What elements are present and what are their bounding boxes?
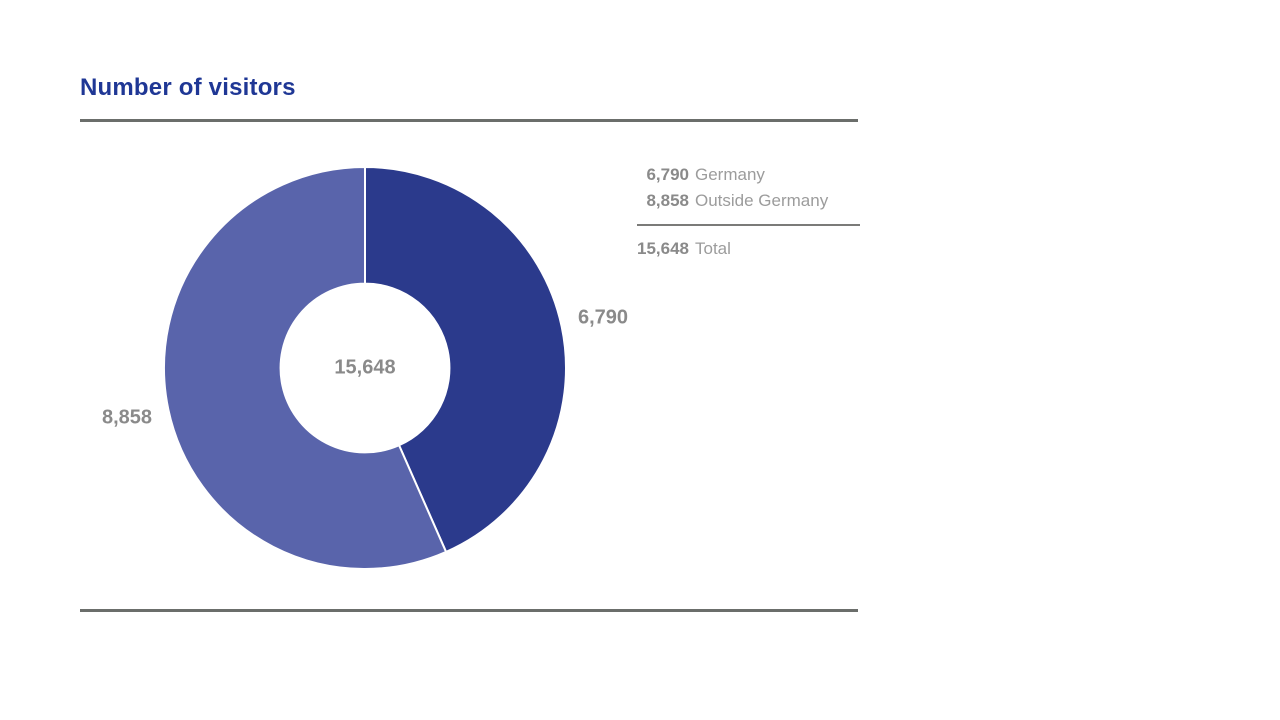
slice-value-label-outside-germany: 8,858 — [101, 406, 153, 429]
page-title: Number of visitors — [80, 74, 296, 101]
donut-center-total: 15,648 — [334, 356, 396, 379]
legend-value-outside-germany: 8,858 — [646, 191, 689, 210]
legend-label-total: Total — [695, 239, 731, 258]
donut-segment-germany — [364, 166, 567, 553]
legend-value-germany: 6,790 — [646, 165, 689, 184]
top-divider — [80, 119, 858, 122]
legend: 6,790 Germany 8,858 Outside Germany 15,6… — [637, 162, 860, 262]
legend-value-total: 15,648 — [637, 239, 689, 258]
donut-segment-outside-germany — [162, 166, 448, 570]
legend-label-outside-germany: Outside Germany — [695, 191, 829, 210]
legend-row-outside-germany: 8,858 Outside Germany — [637, 188, 860, 214]
legend-divider — [637, 224, 860, 226]
bottom-divider — [80, 609, 858, 612]
chart-area: 15,648 6,790 8,858 — [102, 148, 628, 588]
legend-row-germany: 6,790 Germany — [637, 162, 860, 188]
slice-value-label-germany: 6,790 — [577, 306, 629, 329]
legend-label-germany: Germany — [695, 165, 765, 184]
legend-row-total: 15,648 Total — [637, 236, 860, 262]
donut-chart-svg — [162, 166, 567, 570]
